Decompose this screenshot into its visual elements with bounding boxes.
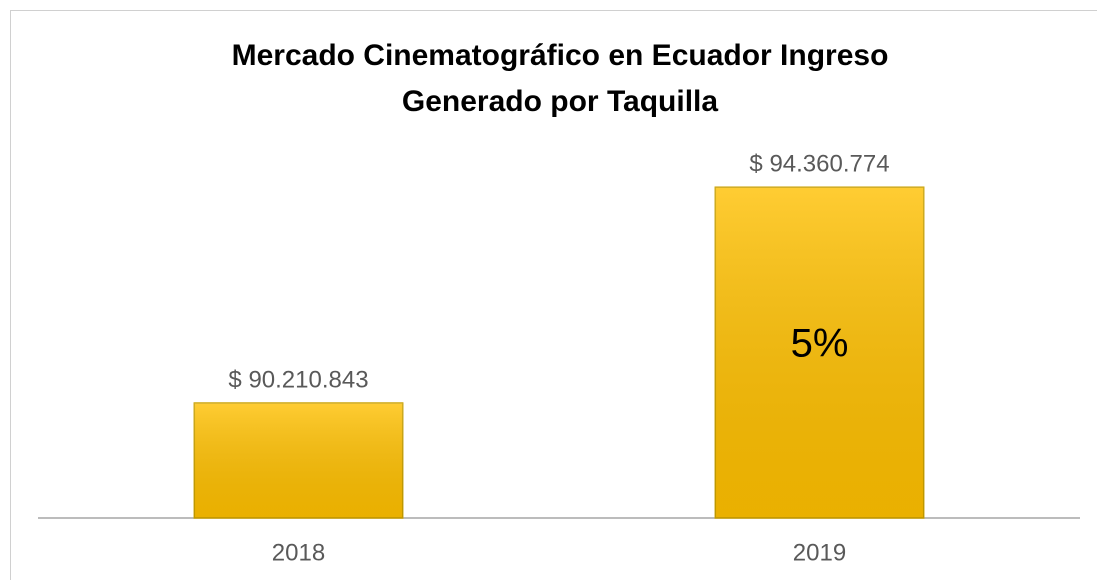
value-label: $ 94.360.774: [749, 151, 889, 178]
chart-title: Generado por Taquilla: [402, 85, 718, 118]
x-tick-label: 2018: [272, 539, 325, 566]
chart-title: Mercado Cinematográfico en Ecuador Ingre…: [232, 39, 889, 72]
value-label: $ 90.210.843: [228, 366, 368, 393]
annotation: 5%: [791, 322, 849, 366]
x-tick-label: 2019: [793, 539, 846, 566]
bar: [193, 402, 404, 519]
